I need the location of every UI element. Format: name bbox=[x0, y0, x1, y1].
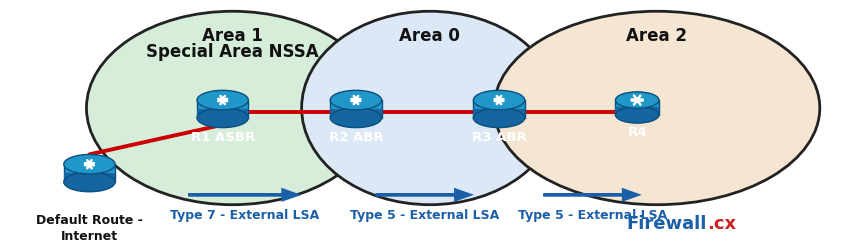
Text: R2 ABR: R2 ABR bbox=[329, 131, 383, 144]
FancyBboxPatch shape bbox=[197, 100, 248, 118]
Ellipse shape bbox=[197, 90, 248, 110]
Ellipse shape bbox=[494, 11, 819, 205]
Ellipse shape bbox=[615, 92, 659, 108]
Ellipse shape bbox=[473, 90, 524, 110]
Text: Default Route -
Internet: Default Route - Internet bbox=[36, 214, 143, 243]
Text: BGP: BGP bbox=[74, 195, 105, 208]
Ellipse shape bbox=[331, 90, 382, 110]
FancyArrow shape bbox=[543, 190, 638, 200]
Text: Type 5 - External LSA: Type 5 - External LSA bbox=[518, 209, 667, 222]
Ellipse shape bbox=[197, 108, 248, 128]
FancyBboxPatch shape bbox=[615, 108, 659, 115]
FancyBboxPatch shape bbox=[473, 109, 524, 118]
Ellipse shape bbox=[331, 108, 382, 128]
FancyBboxPatch shape bbox=[473, 100, 524, 118]
Ellipse shape bbox=[473, 108, 524, 128]
Text: Special Area NSSA: Special Area NSSA bbox=[146, 43, 319, 61]
Text: Type 7 - External LSA: Type 7 - External LSA bbox=[170, 209, 319, 222]
FancyBboxPatch shape bbox=[615, 100, 659, 115]
Text: R4: R4 bbox=[627, 126, 647, 139]
FancyBboxPatch shape bbox=[197, 109, 248, 118]
Text: Area 2: Area 2 bbox=[626, 27, 688, 45]
Ellipse shape bbox=[64, 154, 115, 174]
FancyBboxPatch shape bbox=[64, 164, 115, 182]
FancyArrow shape bbox=[376, 190, 469, 200]
Ellipse shape bbox=[64, 172, 115, 192]
FancyBboxPatch shape bbox=[64, 173, 115, 182]
FancyBboxPatch shape bbox=[331, 100, 382, 118]
FancyBboxPatch shape bbox=[331, 109, 382, 118]
Text: Firewall: Firewall bbox=[626, 215, 706, 233]
Text: Area 0: Area 0 bbox=[400, 27, 461, 45]
Ellipse shape bbox=[87, 11, 378, 205]
Text: R1 ASBR: R1 ASBR bbox=[190, 131, 255, 144]
Text: Type 5 - External LSA: Type 5 - External LSA bbox=[350, 209, 500, 222]
Ellipse shape bbox=[302, 11, 558, 205]
Ellipse shape bbox=[615, 107, 659, 123]
Text: R3 ABR: R3 ABR bbox=[472, 131, 526, 144]
Text: Area 1: Area 1 bbox=[202, 27, 263, 45]
FancyArrow shape bbox=[188, 190, 297, 200]
Text: .cx: .cx bbox=[707, 215, 736, 233]
